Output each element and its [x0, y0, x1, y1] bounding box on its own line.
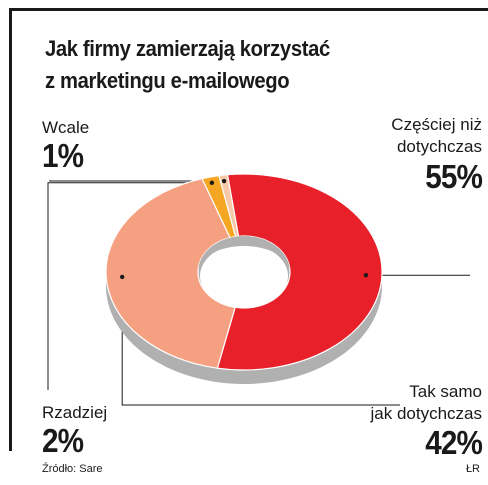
slice-label-tak-samo-line-1: Tak samo [409, 382, 482, 401]
leader-dot-czesciej [363, 273, 369, 278]
leader-dot-wcale [221, 178, 227, 184]
leader-line-rzadziej [47, 182, 212, 390]
donut-hole-wall [198, 236, 290, 272]
slice-tak-samo [105, 177, 236, 369]
slice-value-wcale: 1% [42, 137, 84, 174]
slice-label-czesciej-line-2: dotychczas [396, 137, 482, 156]
source-note: Źródło: Sare [42, 463, 103, 475]
frame-left-border [9, 8, 12, 451]
chart-title-line-2: z marketingu e-mailowego [45, 68, 290, 93]
leader-dot-rzadziej [209, 180, 215, 185]
slice-value-czesciej: 55% [425, 158, 483, 195]
slice-value-rzadziej: 2% [42, 422, 84, 459]
leader-line-wcale [49, 180, 225, 182]
slice-label-tak-samo-line-2: jak dotychczas [370, 404, 483, 423]
leader-dot-tak-samo [119, 274, 125, 280]
frame-top-border [9, 8, 488, 11]
slice-label-rzadziej: Rzadziej [42, 403, 108, 422]
author-credit: ŁR [465, 463, 480, 475]
donut-hole [200, 244, 288, 308]
slice-label-wcale: Wcale [42, 118, 90, 137]
chart-title-line-1: Jak firmy zamierzają korzystać [45, 36, 330, 61]
slice-label-czesciej-line-1: Częściej niż [391, 115, 482, 134]
slice-value-tak-samo: 42% [425, 424, 483, 461]
donut-slices [105, 173, 383, 371]
